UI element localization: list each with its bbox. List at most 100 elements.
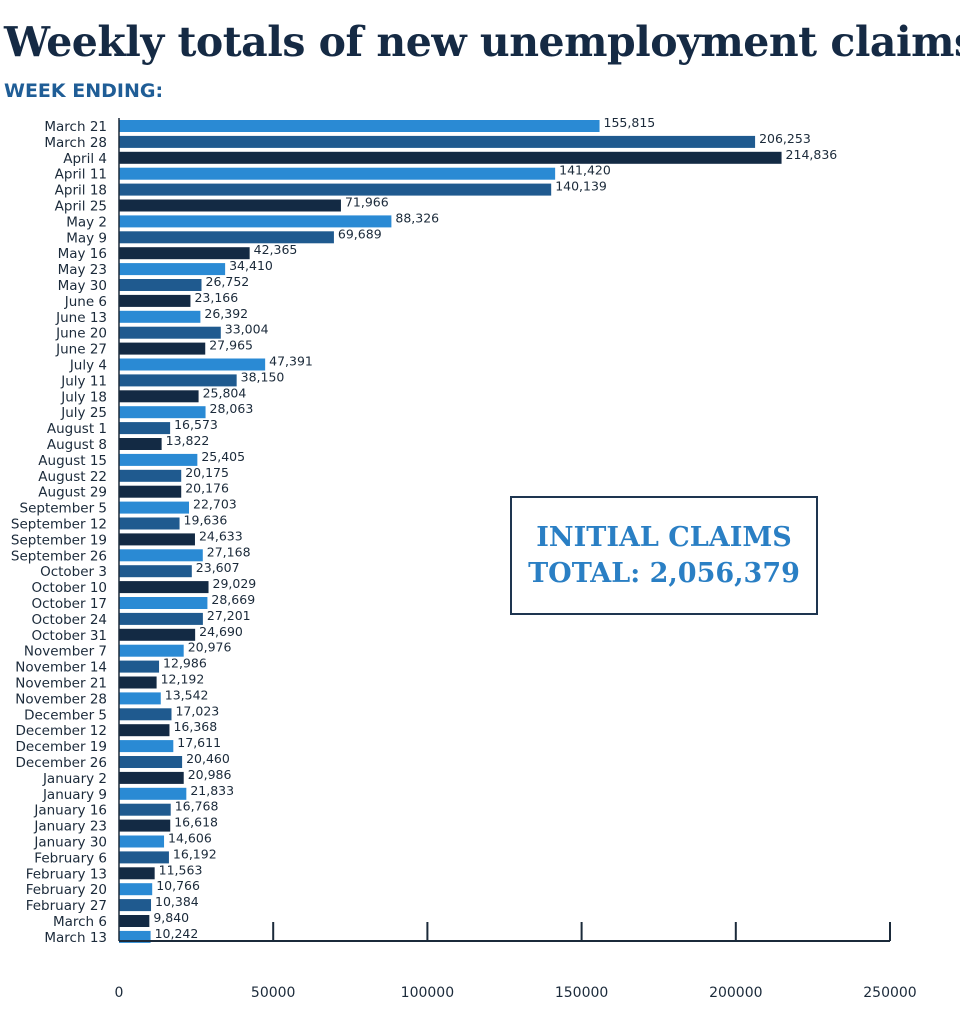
value-label-may-30: 26,752 [206, 274, 250, 289]
chart-title: Weekly totals of new unemployment claims [4, 18, 960, 66]
value-label-january-23: 16,618 [174, 815, 218, 830]
category-label-july-11: July 11 [60, 373, 107, 389]
bar-may-23 [119, 263, 226, 276]
value-label-october-24: 27,201 [207, 608, 251, 623]
category-label-february-13: February 13 [26, 866, 107, 882]
value-label-december-5: 17,023 [175, 703, 219, 718]
value-label-july-18: 25,804 [203, 385, 247, 400]
bar-july-18 [119, 390, 199, 403]
bar-february-13 [119, 867, 155, 880]
bar-february-6 [119, 851, 169, 864]
bar-march-28 [119, 135, 756, 148]
bar-april-25 [119, 199, 341, 212]
value-label-november-21: 12,192 [161, 672, 205, 687]
value-label-june-20: 33,004 [225, 322, 269, 337]
bar-march-21 [119, 120, 600, 132]
bar-august-1 [119, 422, 171, 435]
bar-august-29 [119, 485, 182, 498]
value-label-january-30: 14,606 [168, 831, 212, 846]
category-label-may-2: May 2 [66, 214, 107, 230]
category-label-october-10: October 10 [32, 580, 108, 596]
bar-june-27 [119, 342, 206, 355]
category-label-april-11: April 11 [55, 167, 107, 183]
category-label-august-15: August 15 [38, 453, 107, 469]
category-label-october-31: October 31 [32, 628, 108, 644]
value-label-december-26: 20,460 [186, 751, 230, 766]
category-label-may-23: May 23 [58, 262, 107, 278]
bar-april-4 [119, 151, 782, 164]
value-label-january-2: 20,986 [188, 767, 232, 782]
value-label-may-9: 69,689 [338, 226, 382, 241]
value-label-december-19: 17,611 [177, 735, 221, 750]
category-label-december-26: December 26 [16, 755, 107, 771]
category-label-august-8: August 8 [47, 437, 107, 453]
value-label-september-26: 27,168 [207, 544, 251, 559]
bar-july-11 [119, 374, 237, 387]
value-label-december-12: 16,368 [173, 719, 217, 734]
category-label-may-9: May 9 [66, 230, 107, 246]
value-label-october-10: 29,029 [213, 576, 257, 591]
bar-september-5 [119, 501, 190, 514]
category-label-september-12: September 12 [11, 517, 107, 533]
total-claims-box: INITIAL CLAIMS TOTAL: 2,056,379 [510, 496, 818, 615]
category-label-march-21: March 21 [44, 119, 107, 135]
bar-july-25 [119, 406, 206, 419]
value-label-july-25: 28,063 [210, 401, 254, 416]
bar-january-30 [119, 835, 165, 848]
value-label-april-25: 71,966 [345, 195, 389, 210]
bar-august-8 [119, 438, 162, 450]
value-label-october-17: 28,669 [211, 592, 255, 607]
value-label-august-29: 20,176 [185, 481, 229, 496]
bar-october-24 [119, 612, 203, 625]
category-label-november-14: November 14 [15, 660, 107, 676]
category-label-february-20: February 20 [26, 882, 107, 898]
value-label-may-16: 42,365 [254, 242, 298, 257]
value-label-june-27: 27,965 [209, 338, 253, 353]
value-label-july-11: 38,150 [241, 369, 285, 384]
value-label-march-13: 10,242 [155, 926, 199, 941]
category-label-march-28: March 28 [44, 135, 107, 151]
category-label-march-13: March 13 [44, 930, 107, 946]
category-label-november-21: November 21 [15, 676, 107, 692]
x-tick-label-200000: 200000 [709, 985, 762, 1001]
bar-may-2 [119, 215, 392, 228]
value-label-september-19: 24,633 [199, 528, 243, 543]
value-label-july-4: 47,391 [269, 354, 313, 369]
category-label-august-22: August 22 [38, 469, 107, 485]
value-label-may-2: 88,326 [395, 210, 439, 225]
value-label-november-28: 13,542 [165, 687, 209, 702]
bar-october-3 [119, 565, 192, 578]
bar-september-26 [119, 549, 203, 562]
category-label-june-27: June 27 [55, 342, 107, 358]
value-label-june-13: 26,392 [204, 306, 248, 321]
value-label-may-23: 34,410 [229, 258, 273, 273]
category-label-may-30: May 30 [58, 278, 107, 294]
category-label-june-20: June 20 [55, 326, 107, 342]
category-label-february-27: February 27 [26, 898, 107, 914]
category-label-march-6: March 6 [53, 914, 107, 930]
total-claims-value: TOTAL: 2,056,379 [528, 557, 800, 589]
bar-august-15 [119, 453, 198, 466]
category-label-june-13: June 13 [55, 310, 107, 326]
bar-september-12 [119, 517, 180, 530]
category-label-april-25: April 25 [55, 199, 107, 215]
bar-september-19 [119, 533, 195, 546]
x-tick-label-100000: 100000 [401, 985, 454, 1001]
value-label-june-6: 23,166 [194, 290, 238, 305]
value-label-march-6: 9,840 [153, 910, 189, 925]
value-label-march-21: 155,815 [604, 115, 656, 130]
bar-december-5 [119, 708, 172, 721]
bar-december-26 [119, 756, 183, 768]
category-label-january-30: January 30 [33, 835, 107, 851]
value-label-november-7: 20,976 [188, 640, 232, 655]
category-label-september-5: September 5 [20, 501, 108, 517]
bars-group: March 21 155,815 March 28 206,253 April 4 214… [11, 115, 837, 946]
category-label-december-19: December 19 [16, 739, 107, 755]
bar-january-2 [119, 771, 184, 784]
axis-label-week-ending: WEEK ENDING: [4, 80, 164, 102]
category-label-july-25: July 25 [60, 405, 107, 421]
category-label-september-26: September 26 [11, 548, 107, 564]
category-label-november-7: November 7 [24, 644, 107, 660]
value-label-february-27: 10,384 [155, 894, 199, 909]
